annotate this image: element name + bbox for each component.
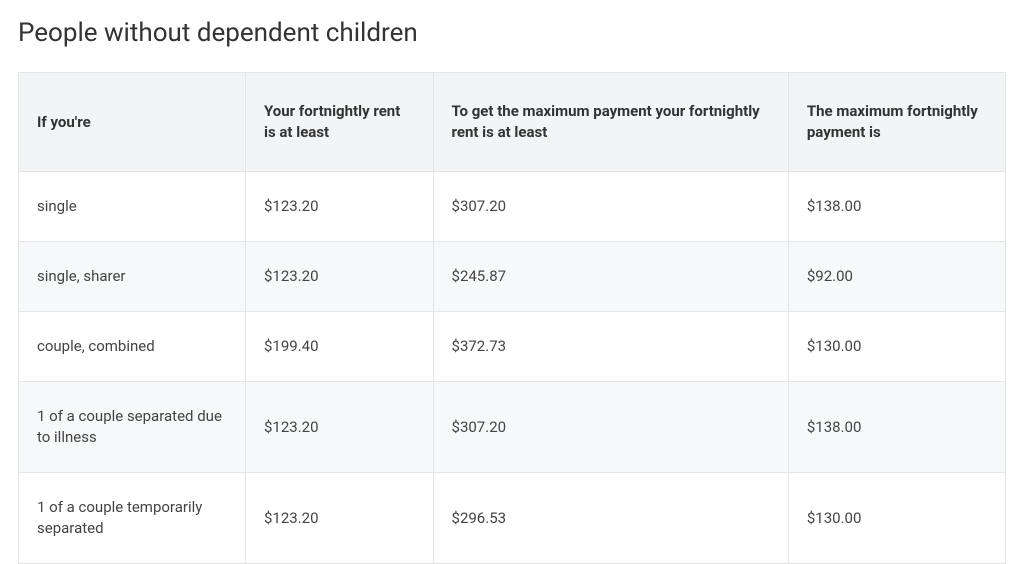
table-cell: couple, combined	[19, 312, 246, 382]
table-cell: 1 of a couple temporarily separated	[19, 473, 246, 564]
payment-table: If you're Your fortnightly rent is at le…	[18, 72, 1006, 564]
table-cell: $138.00	[788, 172, 1005, 242]
table-cell: single	[19, 172, 246, 242]
table-header-cell: The maximum fortnightly payment is	[788, 73, 1005, 172]
table-cell: $307.20	[433, 382, 788, 473]
table-cell: 1 of a couple separated due to illness	[19, 382, 246, 473]
table-row: single, sharer $123.20 $245.87 $92.00	[19, 242, 1006, 312]
table-cell: $245.87	[433, 242, 788, 312]
table-cell: $307.20	[433, 172, 788, 242]
table-cell: $138.00	[788, 382, 1005, 473]
table-row: 1 of a couple separated due to illness $…	[19, 382, 1006, 473]
table-cell: $296.53	[433, 473, 788, 564]
table-cell: single, sharer	[19, 242, 246, 312]
table-cell: $199.40	[246, 312, 434, 382]
table-cell: $123.20	[246, 473, 434, 564]
table-header-cell: Your fortnightly rent is at least	[246, 73, 434, 172]
table-header-cell: If you're	[19, 73, 246, 172]
page-title: People without dependent children	[18, 18, 1006, 48]
table-header-row: If you're Your fortnightly rent is at le…	[19, 73, 1006, 172]
table-cell: $123.20	[246, 172, 434, 242]
table-cell: $92.00	[788, 242, 1005, 312]
table-cell: $372.73	[433, 312, 788, 382]
table-cell: $123.20	[246, 242, 434, 312]
table-cell: $130.00	[788, 312, 1005, 382]
table-cell: $130.00	[788, 473, 1005, 564]
table-row: couple, combined $199.40 $372.73 $130.00	[19, 312, 1006, 382]
table-row: 1 of a couple temporarily separated $123…	[19, 473, 1006, 564]
table-row: single $123.20 $307.20 $138.00	[19, 172, 1006, 242]
table-cell: $123.20	[246, 382, 434, 473]
table-header-cell: To get the maximum payment your fortnigh…	[433, 73, 788, 172]
